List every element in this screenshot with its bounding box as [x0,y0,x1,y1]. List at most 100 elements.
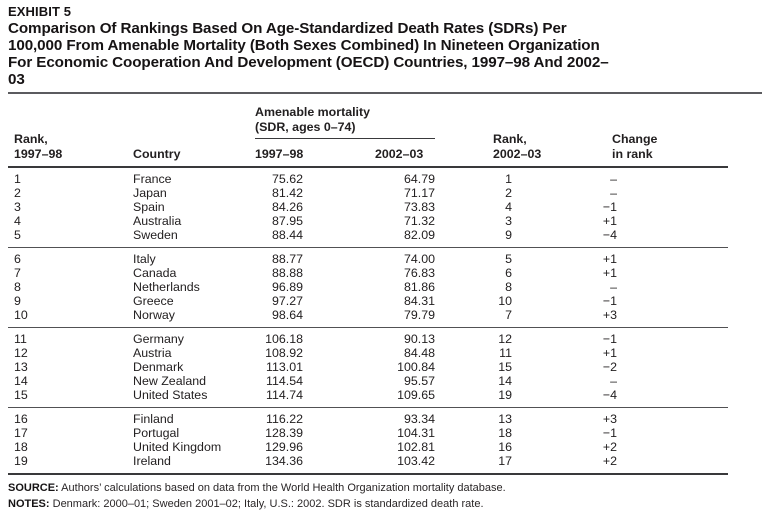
country-cell: France [133,172,172,186]
sdr-1997-cell: 116.22 [266,412,303,426]
country-cell: Austria [133,346,172,360]
rank-1997-cell: 9 [14,294,21,308]
sdr-1997-cell: 88.88 [271,266,303,280]
sdr-2002-cell: 64.79 [403,172,435,186]
table-row: 18 United Kingdom 129.96 102.81 16 +2 [8,440,728,454]
rank-2002-cell: 9 [505,228,512,242]
table-group: 11 Germany 106.18 90.13 12 −1 12 Austria 108.92 8… [8,328,728,408]
sdr-1997-cell: 113.01 [266,360,303,374]
column-header-country: Country [133,147,181,161]
sdr-2002-cell: 109.65 [397,388,435,402]
change-in-rank-cell: −2 [602,360,617,374]
exhibit-label: EXHIBIT 5 [8,4,72,19]
sdr-2002-cell: 81.86 [403,280,435,294]
exhibit-title: Comparison Of Rankings Based On Age-Stan… [8,20,784,88]
rank-2002-cell: 4 [505,200,512,214]
rank-1997-cell: 2 [14,186,21,200]
sdr-1997-cell: 88.77 [271,252,303,266]
sdr-2002-cell: 102.81 [397,440,435,454]
country-cell: New Zealand [133,374,207,388]
source-note: SOURCE: Authors’ calculations based on d… [8,480,784,496]
exhibit-title-line: For Economic Cooperation And Development… [8,54,609,71]
notes-text: Denmark: 2000–01; Sweden 2001–02; Italy,… [49,498,484,510]
rank-2002-cell: 8 [505,280,512,294]
source-label: SOURCE: [8,482,59,494]
sdr-2002-cell: 71.17 [403,186,435,200]
country-cell: Sweden [133,228,178,242]
country-cell: Greece [133,294,174,308]
rank-1997-cell: 4 [14,214,21,228]
column-header-sdr-2002-03: 2002–03 [375,147,424,161]
sdr-2002-cell: 103.42 [397,454,435,468]
sdr-2002-cell: 74.00 [403,252,435,266]
sdr-2002-cell: 100.84 [397,360,435,374]
rank-1997-cell: 17 [14,426,28,440]
sdr-1997-cell: 114.54 [266,374,303,388]
table-row: 13 Denmark 113.01 100.84 15 −2 [8,360,728,374]
table-row: 2 Japan 81.42 71.17 2 – [8,186,728,200]
table-body: 1 France 75.62 64.79 1 – 2 Japan 81.42 71.17 2 – 3 Sp… [8,168,784,475]
rank-2002-cell: 13 [498,412,512,426]
sdr-2002-cell: 76.83 [403,266,435,280]
sdr-2002-cell: 71.32 [403,214,435,228]
table-row: 11 Germany 106.18 90.13 12 −1 [8,332,728,346]
change-in-rank-cell: +3 [602,308,617,322]
rank-2002-cell: 3 [505,214,512,228]
table-row: 5 Sweden 88.44 82.09 9 −4 [8,228,728,242]
rank-1997-cell: 18 [14,440,28,454]
change-in-rank-cell: −1 [602,294,617,308]
table-row: 19 Ireland 134.36 103.42 17 +2 [8,454,728,468]
footnotes: SOURCE: Authors’ calculations based on d… [8,480,784,512]
rank-2002-cell: 15 [498,360,512,374]
table-row: 17 Portugal 128.39 104.31 18 −1 [8,426,728,440]
rank-2002-cell: 19 [498,388,512,402]
sdr-2002-cell: 73.83 [403,200,435,214]
rank-2002-cell: 16 [498,440,512,454]
sdr-2002-cell: 95.57 [403,374,435,388]
change-in-rank-cell: – [610,172,617,186]
sdr-1997-cell: 129.96 [265,440,303,454]
country-cell: Netherlands [133,280,200,294]
table-group: 6 Italy 88.77 74.00 5 +1 7 Canada 88.88 76.83 6 +1 8… [8,248,728,328]
rank-1997-cell: 12 [14,346,28,360]
sdr-1997-cell: 97.27 [271,294,303,308]
rank-1997-cell: 10 [14,308,28,322]
rank-1997-cell: 7 [14,266,21,280]
country-cell: Portugal [133,426,180,440]
sdr-2002-cell: 90.13 [403,332,435,346]
rank-1997-cell: 15 [14,388,28,402]
rankings-table: Amenable mortality (SDR, ages 0–74) Rank… [8,94,784,475]
rank-1997-cell: 3 [14,200,21,214]
country-cell: Germany [133,332,184,346]
rank-2002-cell: 7 [505,308,512,322]
title-rule [8,92,762,94]
sdr-1997-cell: 106.18 [265,332,303,346]
country-cell: United Kingdom [133,440,222,454]
table-header: Amenable mortality (SDR, ages 0–74) Rank… [8,94,728,168]
column-header-sdr-1997-98: 1997–98 [255,147,304,161]
sdr-1997-cell: 84.26 [271,200,303,214]
notes-note: NOTES: Denmark: 2000–01; Sweden 2001–02;… [8,496,784,512]
country-cell: Ireland [133,454,171,468]
exhibit-title-line: 100,000 From Amenable Mortality (Both Se… [8,37,600,54]
country-cell: United States [133,388,208,402]
country-cell: Denmark [133,360,184,374]
rank-2002-cell: 1 [505,172,512,186]
change-in-rank-cell: −1 [602,200,617,214]
rank-1997-cell: 6 [14,252,21,266]
rank-1997-cell: 1 [14,172,21,186]
rank-1997-cell: 19 [14,454,28,468]
rank-2002-cell: 2 [505,186,512,200]
change-in-rank-cell: – [610,374,617,388]
country-cell: Japan [133,186,167,200]
change-in-rank-cell: – [610,186,617,200]
country-cell: Italy [133,252,156,266]
table-row: 3 Spain 84.26 73.83 4 −1 [8,200,728,214]
change-in-rank-cell: – [610,280,617,294]
sdr-1997-cell: 96.89 [271,280,303,294]
change-in-rank-cell: +1 [602,214,617,228]
table-row: 1 France 75.62 64.79 1 – [8,172,728,186]
sdr-1997-cell: 75.62 [271,172,303,186]
exhibit-title-line: Comparison Of Rankings Based On Age-Stan… [8,20,567,37]
